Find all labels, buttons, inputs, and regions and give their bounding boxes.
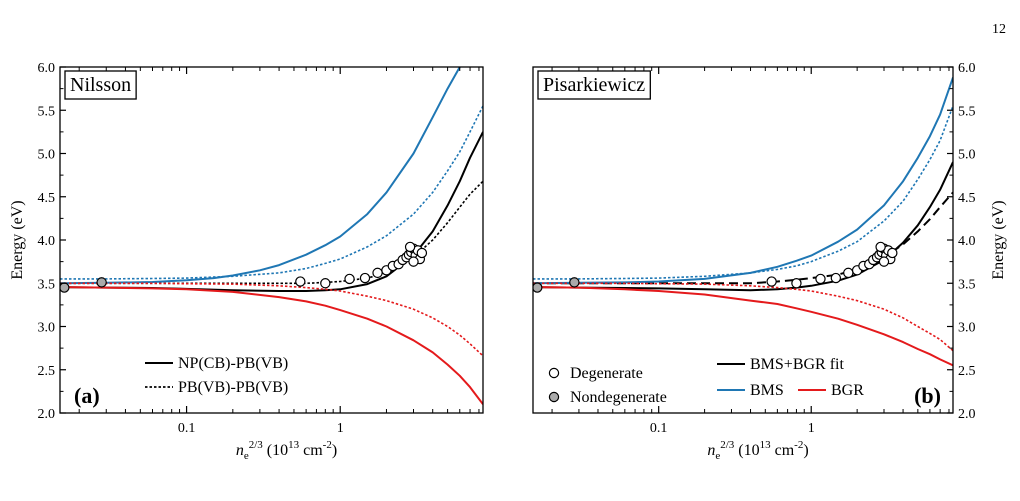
plot-area	[533, 77, 953, 367]
series-line-fit-solid	[533, 161, 953, 292]
x-tick-label: 0.1	[178, 421, 196, 436]
degenerate-point	[878, 256, 890, 267]
series-line-bms-solid	[533, 77, 953, 285]
legend-item-degenerate-marker	[548, 367, 560, 379]
model-name-label: Pisarkiewicz	[543, 74, 645, 96]
series-line-bms-solid	[60, 67, 461, 285]
nondegenerate-point	[569, 277, 580, 288]
panel-label: (a)	[74, 383, 100, 408]
series-line-bgr-dotted	[533, 282, 953, 352]
y-tick-label: 5.5	[958, 104, 976, 119]
legend-item-fit-label: BMS+BGR fit	[750, 356, 844, 373]
x-tick-label: 1	[337, 421, 344, 436]
series-line-fit-dashed	[533, 191, 953, 285]
x-tick-label: 1	[808, 421, 815, 436]
y-tick-label: 6.0	[958, 61, 976, 76]
x-axis-label: ne2/3 (1013 cm-2)	[236, 439, 337, 462]
y-tick-label: 4.0	[38, 234, 56, 249]
y-tick-label: 6.0	[38, 61, 56, 76]
y-tick-label: 3.0	[38, 321, 56, 336]
panel-label: (b)	[914, 383, 941, 408]
y-tick-label: 2.0	[958, 407, 976, 422]
degenerate-point	[766, 276, 777, 287]
legend-item-nondegenerate-label: Nondegenerate	[570, 389, 667, 406]
degenerate-point	[416, 247, 428, 259]
degenerate-point	[830, 272, 842, 284]
legend: NP(CB)-PB(VB) PB(VB)-PB(VB)	[145, 355, 288, 396]
degenerate-point	[344, 273, 355, 285]
x-axis-label: ne2/3 (1013 cm-2)	[707, 439, 808, 462]
degenerate-point	[295, 276, 306, 287]
y-tick-label: 5.0	[38, 148, 56, 163]
y-axis-label: Energy (eV)	[990, 200, 1007, 279]
degenerate-point	[372, 267, 383, 279]
y-tick-label: 4.0	[958, 234, 976, 249]
series-line-bgr-solid	[60, 286, 483, 405]
legend-item-pb-label: PB(VB)-PB(VB)	[178, 379, 288, 396]
y-tick-label: 3.5	[958, 277, 976, 292]
y-tick-label: 2.5	[958, 364, 976, 379]
y-tick-label: 5.0	[958, 148, 976, 163]
degenerate-point	[359, 272, 371, 284]
model-name-box	[537, 70, 651, 100]
y-axis-label: Energy (eV)	[9, 200, 26, 279]
nondegenerate-point	[533, 282, 543, 293]
model-name-box	[64, 70, 137, 100]
degenerate-point	[404, 241, 416, 253]
series-line-fit-dotted	[60, 180, 483, 285]
degenerate-point	[843, 267, 854, 279]
nondegenerate-point	[96, 277, 107, 288]
legend-item-nondegenerate-marker	[548, 391, 560, 403]
y-tick-label: 2.0	[38, 407, 56, 422]
degenerate-point	[887, 247, 898, 259]
y-tick-label: 4.5	[38, 191, 56, 206]
y-tick-label: 3.0	[958, 321, 976, 336]
model-name-label: Nilsson	[70, 74, 131, 96]
legend-item-degenerate-label: Degenerate	[570, 365, 643, 382]
y-tick-label: 5.5	[38, 104, 56, 119]
legend: Degenerate Nondegenerate BMS+BGR fit BMS BGR	[548, 356, 864, 406]
y-tick-label: 2.5	[38, 364, 56, 379]
x-tick-label: 0.1	[650, 421, 668, 436]
nondegenerate-point	[60, 282, 70, 293]
y-tick-label: 4.5	[958, 191, 976, 206]
series-line-bms-dotted	[533, 105, 953, 280]
series-line-bgr-dotted	[60, 282, 483, 357]
y-tick-label: 3.5	[38, 277, 56, 292]
degenerate-point	[815, 273, 826, 285]
degenerate-point	[791, 278, 802, 289]
degenerate-point	[408, 256, 419, 267]
series-line-bgr-solid	[533, 286, 953, 367]
degenerate-point	[875, 241, 886, 253]
legend-item-np-label: NP(CB)-PB(VB)	[178, 355, 288, 372]
plot-area	[60, 67, 483, 405]
page-number: 12	[992, 22, 1006, 37]
legend-item-bgr-label: BGR	[831, 382, 864, 399]
legend-item-bms-label: BMS	[750, 382, 784, 399]
degenerate-point	[320, 278, 331, 289]
plot-frame	[532, 66, 954, 414]
